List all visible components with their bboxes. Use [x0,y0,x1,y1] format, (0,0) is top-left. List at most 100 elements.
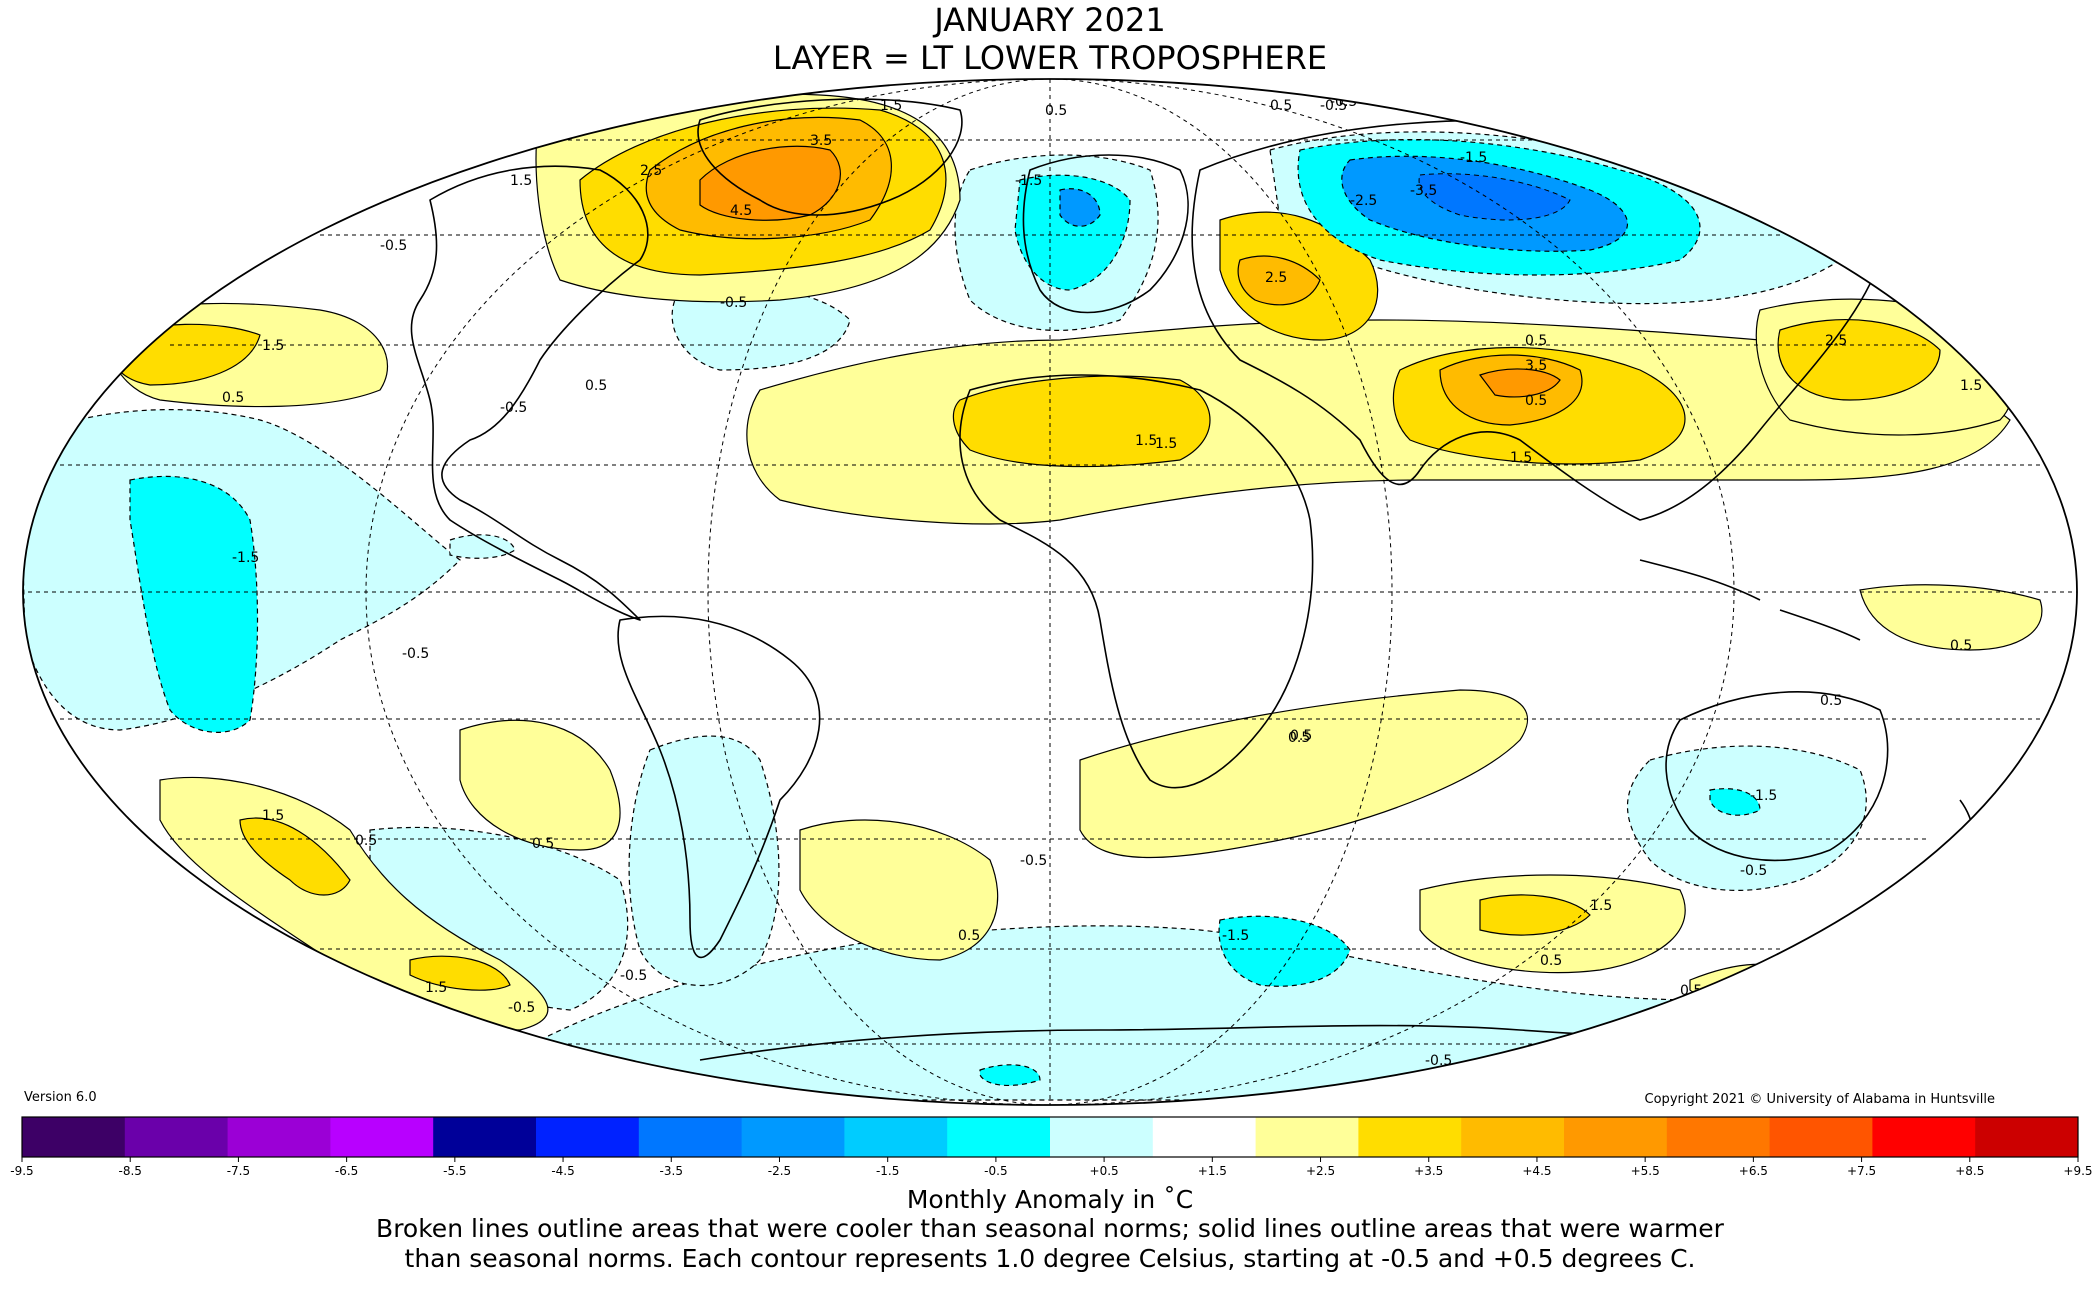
contour-label: -0.5 [508,1000,535,1016]
region-warm-south-atlantic [459,719,621,851]
contour-labels: 1.5 2.5 3.5 4.5 1.5 0.5 -0.5 -0.5 0.5 -1… [222,94,1982,1069]
region-cyan-europe [1014,174,1131,291]
africa-outline [959,374,1314,789]
region-cyan-antarctic [979,1064,1041,1086]
colorbar-tick-label: +6.5 [1739,1164,1768,1178]
contour-label: -0.5 [402,646,429,662]
contour-label: 1.5 [1590,898,1612,914]
map-border [22,78,2078,1106]
colorbar-border [21,1116,2079,1158]
contour-label: 1.5 [425,980,447,996]
region-cool-south-america [628,735,780,986]
colorbar-swatch [1769,1117,1873,1157]
colorbar-swatch [433,1117,537,1157]
contour-label: -0.5 [1320,98,1347,114]
colorbar-tick-label: +1.5 [1198,1164,1227,1178]
region-gold-north-africa [952,375,1211,468]
contour-label: -0.5 [1020,853,1047,869]
region-warm-africa-asia [746,319,2011,525]
contour-label: 1.5 [1960,378,1982,394]
contour-label: 0.5 [1525,393,1547,409]
greenland-outline [697,98,963,216]
colorbar-swatch [1050,1117,1154,1157]
indonesia-outline [1639,559,1861,641]
map-title: JANUARY 2021 [934,1,1166,39]
colorbar-swatch [947,1117,1051,1157]
region-cyan-australia [1709,788,1761,816]
colorbar-swatch [1666,1117,1771,1157]
colorbar-swatch [227,1117,331,1157]
south-america-outline [617,615,821,959]
legend-note-line-1: Broken lines outline areas that were coo… [376,1214,1724,1243]
contour-label: -2.5 [1350,193,1377,209]
colorbar-tick-label: +8.5 [1955,1164,1984,1178]
contour-label: 0.5 [1290,728,1312,744]
contour-label: -1.5 [232,550,259,566]
contour-label: 0.5 [1288,730,1310,746]
contour-label: -0.5 [1740,863,1767,879]
contour-label: 0.5 [1525,333,1547,349]
contour-label: 4.5 [730,203,752,219]
contour-label: 2.5 [1265,270,1287,286]
region-gold-south-pacific [239,817,351,896]
region-gold-south-pacific-2 [409,955,511,991]
map-subtitle: LAYER = LT LOWER TROPOSPHERE [772,39,1328,77]
region-deep-blue-siberia [1418,173,1571,221]
contour-label: 1.5 [262,338,284,354]
colorbar-tick-label: +5.5 [1631,1164,1660,1178]
colorbar-tick-label: +9.5 [2063,1164,2092,1178]
colorbar-swatch [638,1117,743,1157]
contour-label: -1.5 [1015,173,1042,189]
contour-label: 3.5 [810,133,832,149]
region-warm-south-atlantic-2 [799,819,999,961]
colorbar-tick-label: +2.5 [1306,1164,1335,1178]
version-label: Version 6.0 [24,1090,97,1105]
graticule [23,79,2077,1105]
region-cyan-southern [1218,915,1351,987]
contour-label: -3.5 [1410,183,1437,199]
contour-label: 1.5 [1155,436,1177,452]
contour-label: 1.5 [880,98,902,114]
contour-label: -0.5 [380,238,407,254]
contour-label: 1.5 [1135,433,1157,449]
contour-label: 0.5 [1950,638,1972,654]
colorbar-swatch [1872,1117,1976,1157]
contour-label: 2.5 [640,163,662,179]
colorbar-swatch [1152,1117,1257,1157]
colorbar-tick-label: -2.5 [768,1164,791,1178]
contour-label: 1.5 [262,808,284,824]
contour-label: 0.5 [1540,953,1562,969]
region-gold-pacific [1777,318,1941,401]
region-deep-orange-greenland [699,145,841,221]
colorbar-tick-label: +7.5 [1847,1164,1876,1178]
contour-label: -0.5 [620,968,647,984]
region-gold-south-indian [1479,894,1591,936]
europe-outline [1022,154,1189,314]
region-deep-orange-tibet [1479,368,1561,398]
contour-label: -0.5 [500,400,527,416]
contour-label: 3.5 [1525,358,1547,374]
colorbar-swatch [124,1117,229,1157]
contour-label: 0.5 [1270,98,1292,114]
colorbar-tick-label: -0.5 [984,1164,1007,1178]
australia-outline [1665,691,1889,862]
region-warm-se-pacific [1859,584,2043,651]
contour-label: -1.5 [1460,150,1487,166]
colorbar-swatch [741,1117,845,1157]
colorbar-swatch [844,1117,948,1157]
colorbar-label: Monthly Anomaly in ˚C [906,1185,1194,1214]
contour-label: 0.5 [222,390,244,406]
colorbar-swatch [1564,1117,1668,1157]
region-blue-europe [1059,188,1101,227]
region-cool-small-pacific [449,534,516,559]
contour-label: -0.5 [720,295,747,311]
colorbar-tick-label: -6.5 [335,1164,358,1178]
contour-label: 2.5 [1825,333,1847,349]
legend-note-line-2: than seasonal norms. Each contour repres… [404,1244,1696,1273]
region-cyan-pacific [129,475,259,733]
contour-label: 0.5 [958,928,980,944]
colorbar-swatch [1255,1117,1359,1157]
contour-label: 1.5 [510,173,532,189]
colorbar-tick-label: +3.5 [1414,1164,1443,1178]
